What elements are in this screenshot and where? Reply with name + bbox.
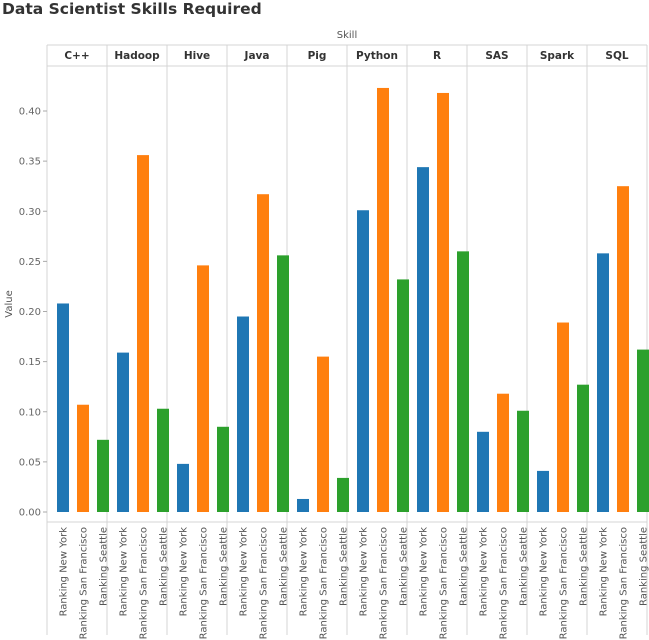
x-tick-label: Ranking San Francisco [259, 527, 270, 639]
panel-spark: Spark Ranking New York Ranking San Francis… [537, 50, 590, 639]
bar [157, 408, 169, 512]
x-tick-label: Ranking Seattle [639, 527, 649, 606]
bar [577, 384, 589, 512]
bar [377, 87, 389, 512]
panel-header-label: Python [356, 50, 398, 62]
y-tick-label: 0.30 [19, 207, 41, 218]
panel-hive: Hive Ranking New York Ranking San Francisc… [177, 50, 230, 639]
x-tick-label: Ranking Seattle [99, 527, 110, 606]
panel-header-label: Hive [184, 50, 210, 62]
x-tick-label: Ranking New York [239, 527, 250, 617]
panel-sas: SAS Ranking New York Ranking San Francisco… [477, 50, 530, 639]
panel-java: Java Ranking New York Ranking San Francisc… [237, 50, 290, 639]
x-tick-label: Ranking New York [299, 527, 310, 617]
x-tick-label: Ranking New York [359, 527, 370, 617]
bar [497, 393, 509, 512]
bar [477, 431, 489, 512]
x-tick-label: Ranking San Francisco [79, 527, 90, 639]
bar [297, 498, 309, 512]
y-tick-label: 0.10 [19, 407, 41, 418]
bar [117, 352, 129, 512]
y-tick-label: 0.35 [19, 157, 41, 168]
bar [517, 410, 529, 512]
bar [457, 251, 469, 512]
x-tick-label: Ranking San Francisco [319, 527, 330, 639]
bar [337, 477, 349, 512]
bar [137, 155, 149, 513]
bar [597, 253, 609, 513]
x-tick-label: Ranking New York [179, 527, 190, 617]
panel-header-label: Java [244, 50, 270, 62]
panel-header-label: SQL [605, 50, 628, 62]
bar [537, 470, 549, 512]
bar [417, 167, 429, 512]
x-tick-label: Ranking New York [419, 527, 430, 617]
bar [177, 463, 189, 512]
panel-header-label: C++ [64, 50, 89, 62]
x-tick-label: Ranking New York [479, 527, 490, 617]
panel-header-label: Spark [540, 50, 575, 62]
panels: C++ Ranking New York Ranking San Francisco… [57, 50, 649, 639]
panel-sql: SQL Ranking New York Ranking San Francisco… [597, 50, 649, 639]
x-tick-label: Ranking New York [539, 527, 550, 617]
x-tick-label: Ranking Seattle [399, 527, 410, 606]
y-tick-label: 0.15 [19, 357, 41, 368]
x-tick-label: Ranking San Francisco [499, 527, 510, 639]
x-tick-label: Ranking Seattle [519, 527, 530, 606]
y-tick-label: 0.20 [19, 307, 41, 318]
column-header: Skill [337, 30, 357, 41]
x-tick-label: Ranking New York [599, 527, 610, 617]
x-tick-label: Ranking Seattle [159, 527, 170, 606]
panel-header-label: R [433, 50, 441, 62]
y-tick-label: 0.40 [19, 107, 41, 118]
x-tick-label: Ranking Seattle [339, 527, 350, 606]
bar [357, 210, 369, 512]
x-tick-label: Ranking San Francisco [439, 527, 450, 639]
panel-hadoop: Hadoop Ranking New York Ranking San Franci… [114, 50, 169, 639]
x-tick-label: Ranking San Francisco [199, 527, 210, 639]
panel-python: Python Ranking New York Ranking San Franci… [356, 50, 409, 639]
bar [97, 439, 109, 512]
bar [77, 404, 89, 512]
panel-header-label: Hadoop [114, 50, 160, 62]
y-axis: 0.00 0.05 0.10 0.15 0.20 0.25 0.30 0.35 0.40 [19, 107, 47, 519]
x-tick-label: Ranking Seattle [279, 527, 290, 606]
x-tick-label: Ranking San Francisco [379, 527, 390, 639]
panel-header-label: SAS [485, 50, 508, 62]
panel-r: R Ranking New York Ranking San Francisco Ra… [417, 50, 470, 639]
bar [557, 322, 569, 512]
bar [237, 316, 249, 512]
x-tick-label: Ranking San Francisco [139, 527, 150, 639]
bar [217, 426, 229, 512]
x-tick-label: Ranking Seattle [579, 527, 590, 606]
chart-title: Data Scientist Skills Required [2, 0, 262, 18]
panel-header-label: Pig [308, 50, 327, 62]
panel-c-: C++ Ranking New York Ranking San Francisco… [57, 50, 110, 639]
bar [257, 194, 269, 512]
y-axis-title: Value [4, 290, 15, 317]
bar [617, 186, 629, 512]
x-tick-label: Ranking Seattle [459, 527, 470, 606]
panel-pig: Pig Ranking New York Ranking San Francisco… [297, 50, 350, 639]
bar [637, 349, 649, 512]
bar [197, 265, 209, 512]
x-tick-label: Ranking New York [59, 527, 70, 617]
bar [397, 279, 409, 512]
y-tick-label: 0.25 [19, 257, 41, 268]
x-tick-label: Ranking Seattle [219, 527, 230, 606]
x-tick-label: Ranking San Francisco [559, 527, 570, 639]
bar [437, 92, 449, 512]
y-tick-label: 0.05 [19, 457, 41, 468]
y-tick-label: 0.00 [19, 508, 41, 519]
x-tick-label: Ranking San Francisco [619, 527, 630, 639]
bar [57, 303, 69, 512]
bar [317, 356, 329, 512]
bar [277, 255, 289, 513]
x-tick-label: Ranking New York [119, 527, 130, 617]
